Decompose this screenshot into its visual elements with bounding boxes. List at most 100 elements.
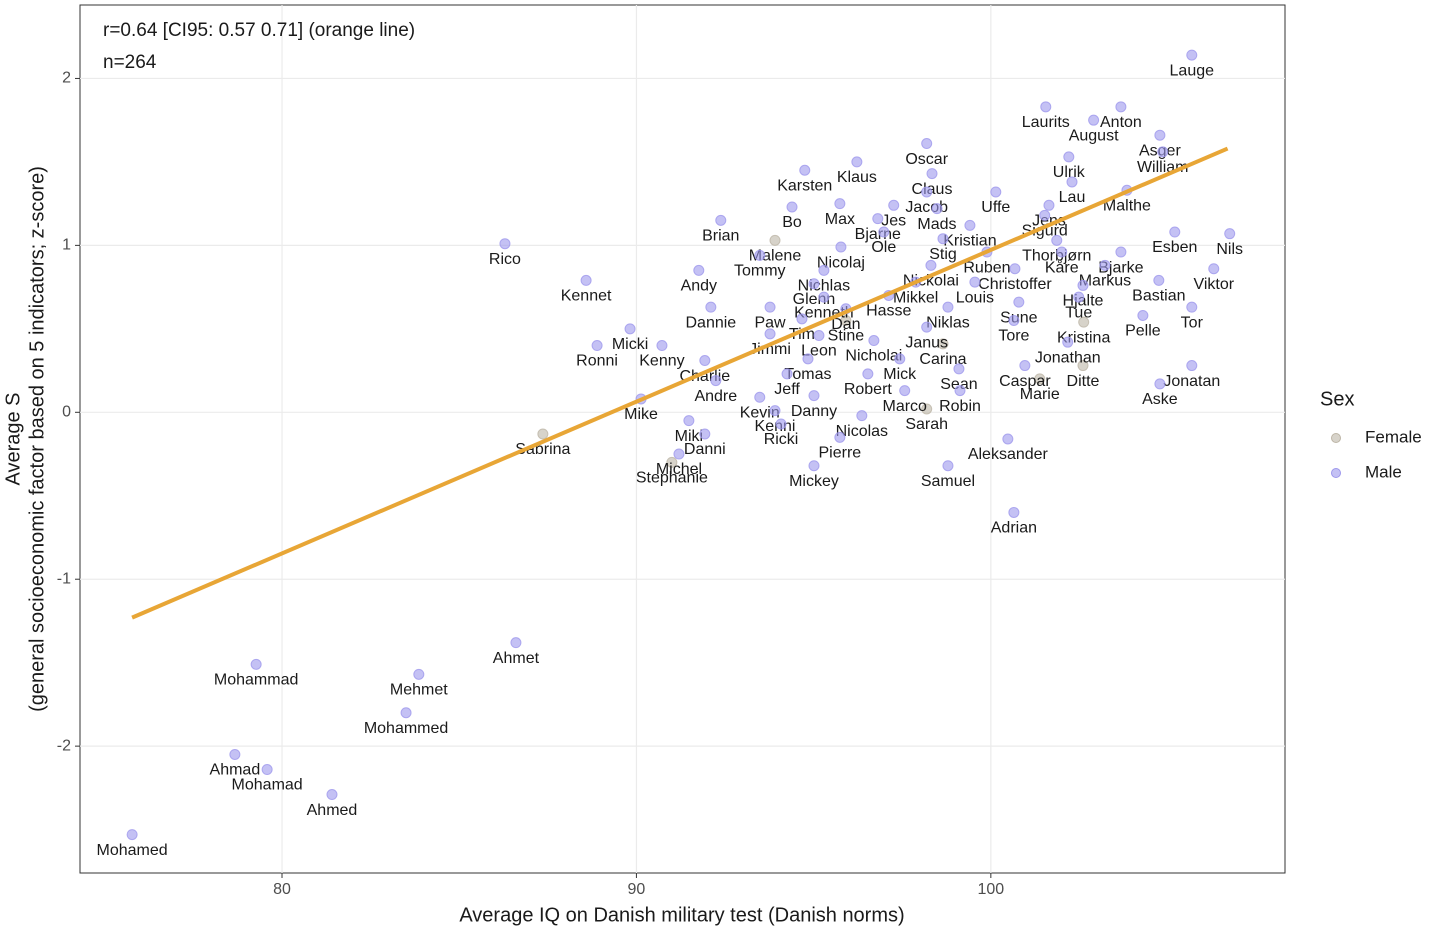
point [808, 278, 820, 290]
point-label: Aleksander [968, 446, 1049, 463]
point-label: Danny [791, 403, 837, 420]
point [754, 391, 766, 403]
point [1115, 246, 1127, 258]
point [656, 340, 668, 352]
point [1077, 360, 1089, 372]
point [666, 456, 678, 468]
point [1009, 263, 1021, 275]
point-label: Rico [489, 251, 521, 268]
point-label: Ahmet [493, 650, 540, 667]
point-label: Ulrik [1053, 164, 1086, 181]
point-label: Stig [929, 246, 957, 263]
point [953, 363, 965, 375]
point [591, 340, 603, 352]
point-label: Klaus [837, 169, 877, 186]
point-label: Laurits [1022, 114, 1070, 131]
point-label: Robin [939, 398, 981, 415]
point [705, 301, 717, 313]
y-tick-label: 1 [62, 237, 71, 254]
point-label: Viktor [1193, 276, 1234, 293]
point-label: Oscar [905, 151, 948, 168]
point-label: Marie [1020, 386, 1060, 403]
point [1077, 279, 1089, 291]
point-label: Mohamad [232, 777, 303, 794]
point [1154, 378, 1166, 390]
point [1034, 373, 1046, 385]
y-axis-label: (general socioeconomic factor based on 5… [26, 166, 48, 712]
point [856, 410, 868, 422]
point [764, 301, 776, 313]
point [1169, 226, 1181, 238]
point [888, 199, 900, 211]
point-label: Micki [612, 336, 648, 353]
annotation: r=0.64 [CI95: 0.57 0.71] (orange line) [103, 20, 415, 41]
y-tick-label: 2 [62, 70, 71, 87]
point [624, 323, 636, 335]
point [969, 276, 981, 288]
point-label: Janus [905, 334, 948, 351]
point [899, 385, 911, 397]
point [921, 138, 933, 150]
x-tick-label: 100 [977, 881, 1004, 898]
point-label: Andre [694, 388, 737, 405]
point-label: Miki [675, 428, 703, 445]
point [990, 186, 1002, 198]
point-label: Markus [1079, 273, 1131, 290]
point-label: Claus [912, 181, 953, 198]
point [799, 164, 811, 176]
point-label: Ricki [764, 431, 799, 448]
point [1063, 151, 1075, 163]
point [796, 313, 808, 325]
point-label: Nils [1216, 241, 1243, 258]
x-tick-label: 90 [628, 881, 646, 898]
point-label: Max [825, 211, 855, 228]
y-tick-label: 0 [62, 404, 71, 421]
point [1062, 336, 1074, 348]
legend-label: Female [1365, 427, 1422, 446]
point-label: Caspar [999, 373, 1051, 390]
point [673, 448, 685, 460]
point [1208, 263, 1220, 275]
plot-panel [79, 4, 1286, 874]
point [1154, 129, 1166, 141]
point-label: Hasse [866, 303, 911, 320]
point-label: Sean [940, 376, 977, 393]
point-label: Mikkel [893, 289, 938, 306]
point [834, 198, 846, 210]
x-axis-label: Average IQ on Danish military test (Dani… [459, 904, 904, 926]
point [537, 428, 549, 440]
point [808, 390, 820, 402]
point [862, 368, 874, 380]
point-label: Sune [1000, 309, 1037, 326]
point [921, 403, 933, 415]
point [1008, 506, 1020, 518]
point [499, 238, 511, 250]
point-label: Tommy [734, 263, 786, 280]
point [818, 264, 830, 276]
point [781, 368, 793, 380]
grid [80, 5, 1285, 873]
point-label: Tomas [784, 366, 831, 383]
point-label: Nicolaj [817, 254, 865, 271]
point-label: Tor [1181, 314, 1204, 331]
point-label: Ahmed [307, 802, 358, 819]
point [937, 233, 949, 245]
y-tick-label: -1 [57, 570, 71, 587]
point-label: Tore [998, 328, 1029, 345]
point [775, 418, 787, 430]
point-label: Andy [681, 278, 717, 295]
point-label: Tue [1065, 304, 1092, 321]
point [937, 338, 949, 350]
point-label: Mohammed [364, 720, 448, 737]
point [1186, 49, 1198, 61]
point [1153, 274, 1165, 286]
point [818, 291, 830, 303]
point [126, 829, 138, 841]
point [931, 203, 943, 215]
point-label: Thorbjørn [1022, 248, 1091, 265]
point-label: Mads [917, 216, 956, 233]
point-label: Kenny [639, 353, 684, 370]
annotation: n=264 [103, 52, 157, 73]
point-label: Dan [831, 316, 860, 333]
